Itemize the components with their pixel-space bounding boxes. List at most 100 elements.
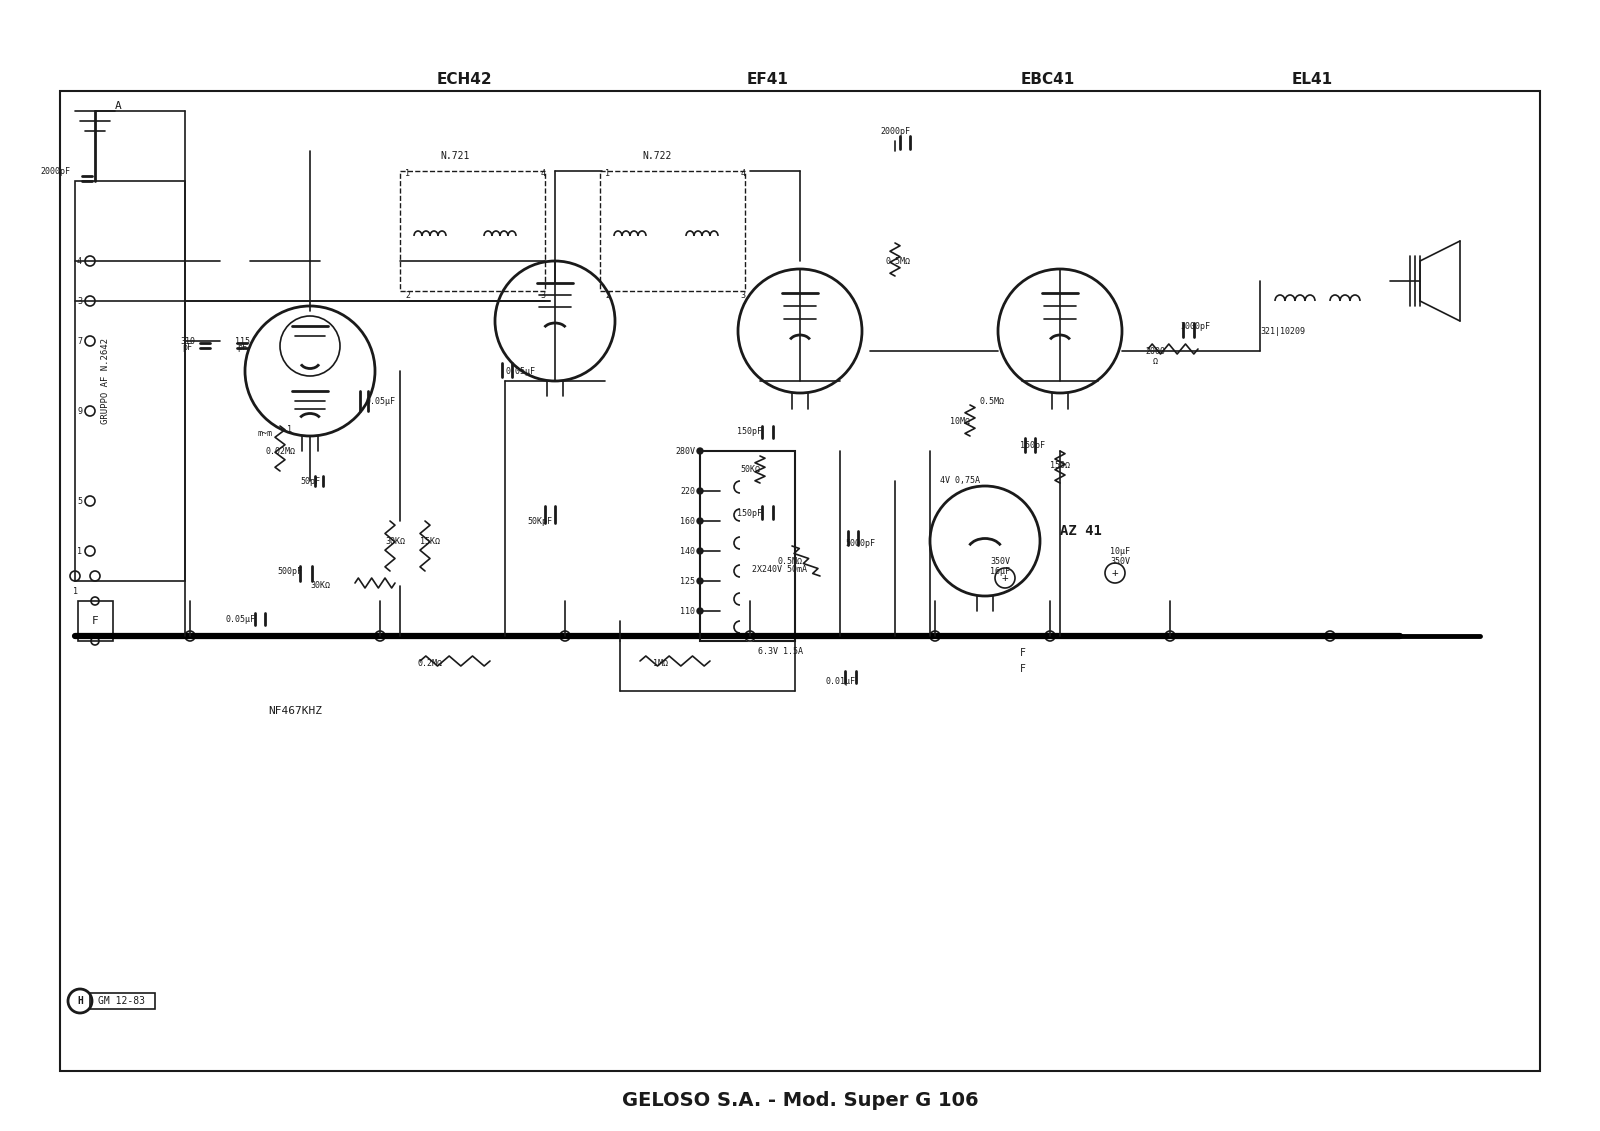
Text: 0.5MΩ: 0.5MΩ (885, 257, 910, 266)
Text: N.722: N.722 (642, 152, 672, 161)
Text: H: H (77, 996, 83, 1005)
Circle shape (1165, 631, 1174, 641)
Text: pF: pF (237, 343, 246, 352)
Text: 0.05μF: 0.05μF (365, 397, 395, 406)
Text: 115: 115 (235, 337, 250, 345)
Text: 0.05μF: 0.05μF (506, 366, 534, 375)
Bar (61, 90, 1539, 1071)
Text: 0.05μF: 0.05μF (226, 614, 254, 623)
Text: 4: 4 (541, 169, 546, 178)
Bar (75, 181, 186, 581)
Text: 150pF: 150pF (738, 426, 763, 435)
Text: EL41: EL41 (1291, 71, 1333, 87)
Text: 0.5MΩ: 0.5MΩ (979, 397, 1005, 406)
Circle shape (560, 631, 570, 641)
Text: +: + (1112, 568, 1118, 578)
Text: 50KpF: 50KpF (528, 517, 552, 526)
Text: m~m: m~m (258, 429, 272, 438)
Text: 9: 9 (77, 406, 82, 415)
Text: 150pF: 150pF (1021, 441, 1045, 450)
Text: GM 12-83: GM 12-83 (99, 996, 146, 1005)
Text: 2000pF: 2000pF (880, 127, 910, 136)
Circle shape (698, 487, 702, 494)
Text: 150pF: 150pF (738, 509, 763, 518)
Text: 280V: 280V (675, 447, 694, 456)
Text: 1: 1 (288, 424, 293, 433)
Text: 1: 1 (72, 587, 77, 596)
Text: GELOSO S.A. - Mod. Super G 106: GELOSO S.A. - Mod. Super G 106 (622, 1091, 978, 1111)
Text: 0.5MΩ: 0.5MΩ (778, 556, 803, 566)
Text: 3000pF: 3000pF (1181, 322, 1210, 331)
Text: 5: 5 (77, 497, 82, 506)
Text: 3: 3 (741, 292, 746, 301)
Text: A: A (115, 101, 122, 111)
Circle shape (186, 631, 195, 641)
Text: 4V 0,75A: 4V 0,75A (941, 476, 979, 485)
Circle shape (1325, 631, 1334, 641)
Text: 50KΩ: 50KΩ (739, 465, 760, 474)
Text: 1MΩ: 1MΩ (653, 659, 667, 668)
Text: 160: 160 (680, 517, 694, 526)
Circle shape (1045, 631, 1054, 641)
Text: 6.3V 1.5A: 6.3V 1.5A (757, 647, 803, 656)
Text: N.721: N.721 (440, 152, 470, 161)
Text: 2000pF: 2000pF (40, 166, 70, 175)
Text: 1: 1 (605, 169, 611, 178)
Text: 30KΩ: 30KΩ (386, 536, 405, 545)
Text: 1: 1 (405, 169, 411, 178)
Text: 140: 140 (680, 546, 694, 555)
Text: EF41: EF41 (747, 71, 789, 87)
Circle shape (930, 631, 941, 641)
Bar (400, 171, 546, 291)
Text: 310: 310 (179, 337, 195, 345)
Circle shape (698, 518, 702, 524)
Circle shape (698, 549, 702, 554)
Text: F: F (91, 616, 98, 625)
Bar (90, 993, 155, 1009)
Text: F: F (1021, 648, 1026, 658)
Text: Ω: Ω (1152, 356, 1157, 365)
Text: 2: 2 (605, 292, 611, 301)
Text: 2000: 2000 (1146, 346, 1165, 355)
Text: 350V: 350V (1110, 556, 1130, 566)
Text: pF: pF (182, 343, 192, 352)
Text: 150Ω: 150Ω (1050, 461, 1070, 470)
Text: 3: 3 (541, 292, 546, 301)
Text: 7: 7 (77, 337, 82, 345)
Text: 3: 3 (77, 296, 82, 305)
Text: 16μF: 16μF (990, 567, 1010, 576)
Text: 5000pF: 5000pF (845, 539, 875, 549)
Text: GRUPPO AF N.2642: GRUPPO AF N.2642 (101, 338, 109, 424)
Text: 10μF: 10μF (1110, 546, 1130, 555)
Text: 321|10209: 321|10209 (1261, 327, 1306, 336)
Bar (600, 171, 746, 291)
Text: 0.2MΩ: 0.2MΩ (418, 659, 443, 668)
Text: 110: 110 (680, 606, 694, 615)
Text: NF467KHZ: NF467KHZ (269, 706, 322, 716)
Circle shape (698, 608, 702, 614)
Text: ECH42: ECH42 (437, 71, 491, 87)
Text: 350V: 350V (990, 556, 1010, 566)
Text: +: + (1002, 573, 1008, 582)
Text: AZ 41: AZ 41 (1059, 524, 1102, 538)
Text: 0.01μF: 0.01μF (826, 676, 854, 685)
Circle shape (374, 631, 386, 641)
Text: 2: 2 (405, 292, 411, 301)
Text: 4: 4 (741, 169, 746, 178)
Circle shape (698, 578, 702, 584)
Bar (701, 451, 795, 641)
Text: 2X240V 50mA: 2X240V 50mA (752, 564, 808, 573)
Text: 0.02MΩ: 0.02MΩ (266, 447, 294, 456)
Text: 500pF: 500pF (277, 567, 302, 576)
Text: 4: 4 (77, 257, 82, 266)
Text: 50pF: 50pF (301, 476, 320, 485)
Text: F: F (1021, 664, 1026, 674)
Text: 220: 220 (680, 486, 694, 495)
Bar (78, 601, 114, 641)
Circle shape (698, 448, 702, 454)
Text: 1: 1 (77, 546, 82, 555)
Text: 125: 125 (680, 577, 694, 586)
Text: 10MΩ: 10MΩ (950, 416, 970, 425)
Text: 30KΩ: 30KΩ (310, 581, 330, 590)
Text: EBC41: EBC41 (1021, 71, 1075, 87)
